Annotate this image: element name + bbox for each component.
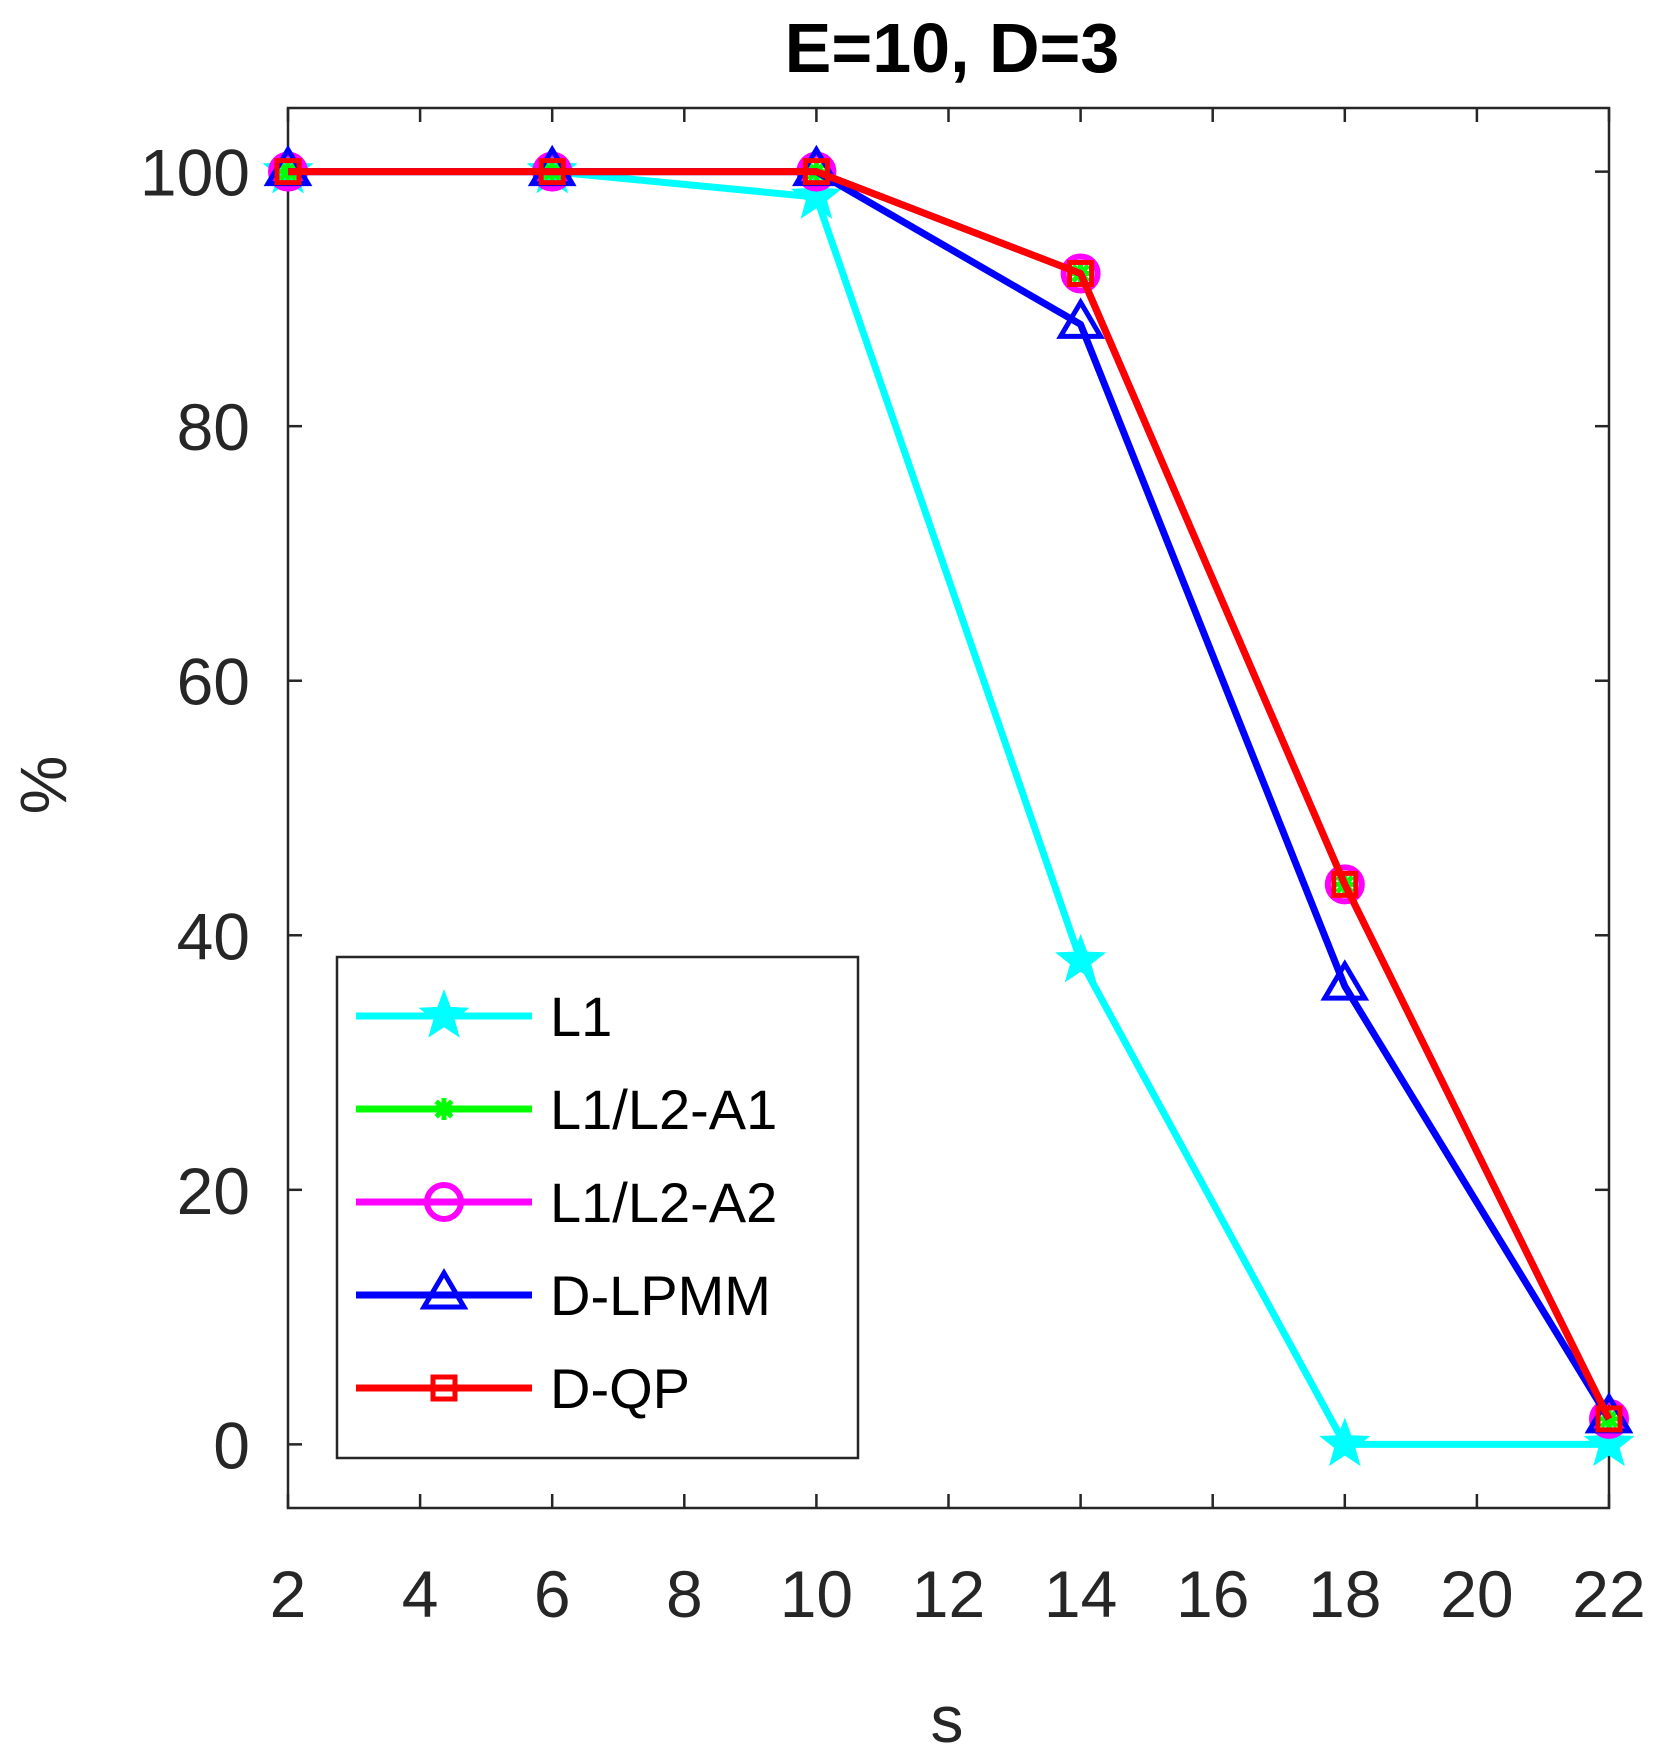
x-tick-label: 18: [1308, 1557, 1381, 1631]
legend-marker: [424, 1182, 464, 1222]
x-tick-label: 2: [270, 1557, 307, 1631]
data-point: [1319, 1417, 1371, 1467]
data-point: [538, 158, 566, 186]
legend-marker: [418, 989, 470, 1038]
legend: L1 L1/L2-A1 L1/L2-A2 D-LPMM D-QP: [335, 955, 860, 1460]
data-point: [1067, 259, 1095, 287]
data-point: [1589, 1398, 1629, 1439]
legend-label: L1/L2-A1: [550, 1078, 777, 1141]
chart-title: E=10, D=3: [785, 9, 1120, 87]
data-point: [790, 170, 842, 219]
x-axis-label: s: [931, 1682, 964, 1751]
legend-label: L1: [550, 985, 612, 1048]
y-tick-label: 60: [177, 645, 250, 719]
y-tick-label: 100: [140, 136, 250, 210]
x-tick-label: 6: [534, 1557, 571, 1631]
data-point: [802, 158, 830, 186]
series-layer: [262, 144, 1635, 1467]
x-tick-label: 16: [1176, 1557, 1249, 1631]
x-tick-label: 20: [1440, 1557, 1513, 1631]
data-point: [1056, 297, 1105, 339]
y-tick-label: 80: [177, 390, 250, 464]
legend-marker: [430, 1374, 458, 1402]
legend-label: L1/L2-A2: [550, 1171, 777, 1234]
legend-item: L1/L2-A2: [356, 1171, 777, 1234]
series-D-QP: [274, 158, 1623, 1433]
data-point: [274, 158, 302, 186]
legend-marker: [419, 1268, 469, 1310]
y-tick-label: 20: [177, 1154, 250, 1228]
legend-item: L1: [356, 985, 612, 1048]
series-line: [288, 168, 1613, 1421]
x-tick-label: 12: [912, 1557, 985, 1631]
data-point: [1060, 253, 1101, 294]
x-tick-label: 4: [402, 1557, 439, 1631]
axis-ticks: 2 4 6 8 10 12 14 16 18 20 22 0 20 40 60 80 100: [140, 108, 1646, 1631]
data-point: [1331, 870, 1359, 898]
legend-item: D-LPMM: [356, 1264, 771, 1327]
legend-item: L1/L2-A1: [356, 1078, 777, 1141]
data-point: [1324, 864, 1365, 905]
legend-label: D-LPMM: [550, 1264, 771, 1327]
x-tick-label: 8: [666, 1557, 703, 1631]
legend-box: [335, 955, 860, 1460]
x-tick-label: 10: [780, 1557, 853, 1631]
data-point: [1055, 933, 1107, 983]
data-point: [1320, 959, 1370, 1001]
legend-item: D-QP: [356, 1357, 690, 1420]
x-tick-label: 22: [1572, 1557, 1645, 1631]
y-axis-label: %: [6, 756, 80, 815]
y-tick-label: 40: [177, 899, 250, 973]
legend-label: D-QP: [550, 1357, 690, 1420]
y-tick-label: 0: [213, 1408, 250, 1482]
data-point: [1583, 1417, 1635, 1467]
data-point: [1595, 1405, 1623, 1433]
x-tick-label: 14: [1044, 1557, 1117, 1631]
legend-marker: [433, 1098, 455, 1120]
